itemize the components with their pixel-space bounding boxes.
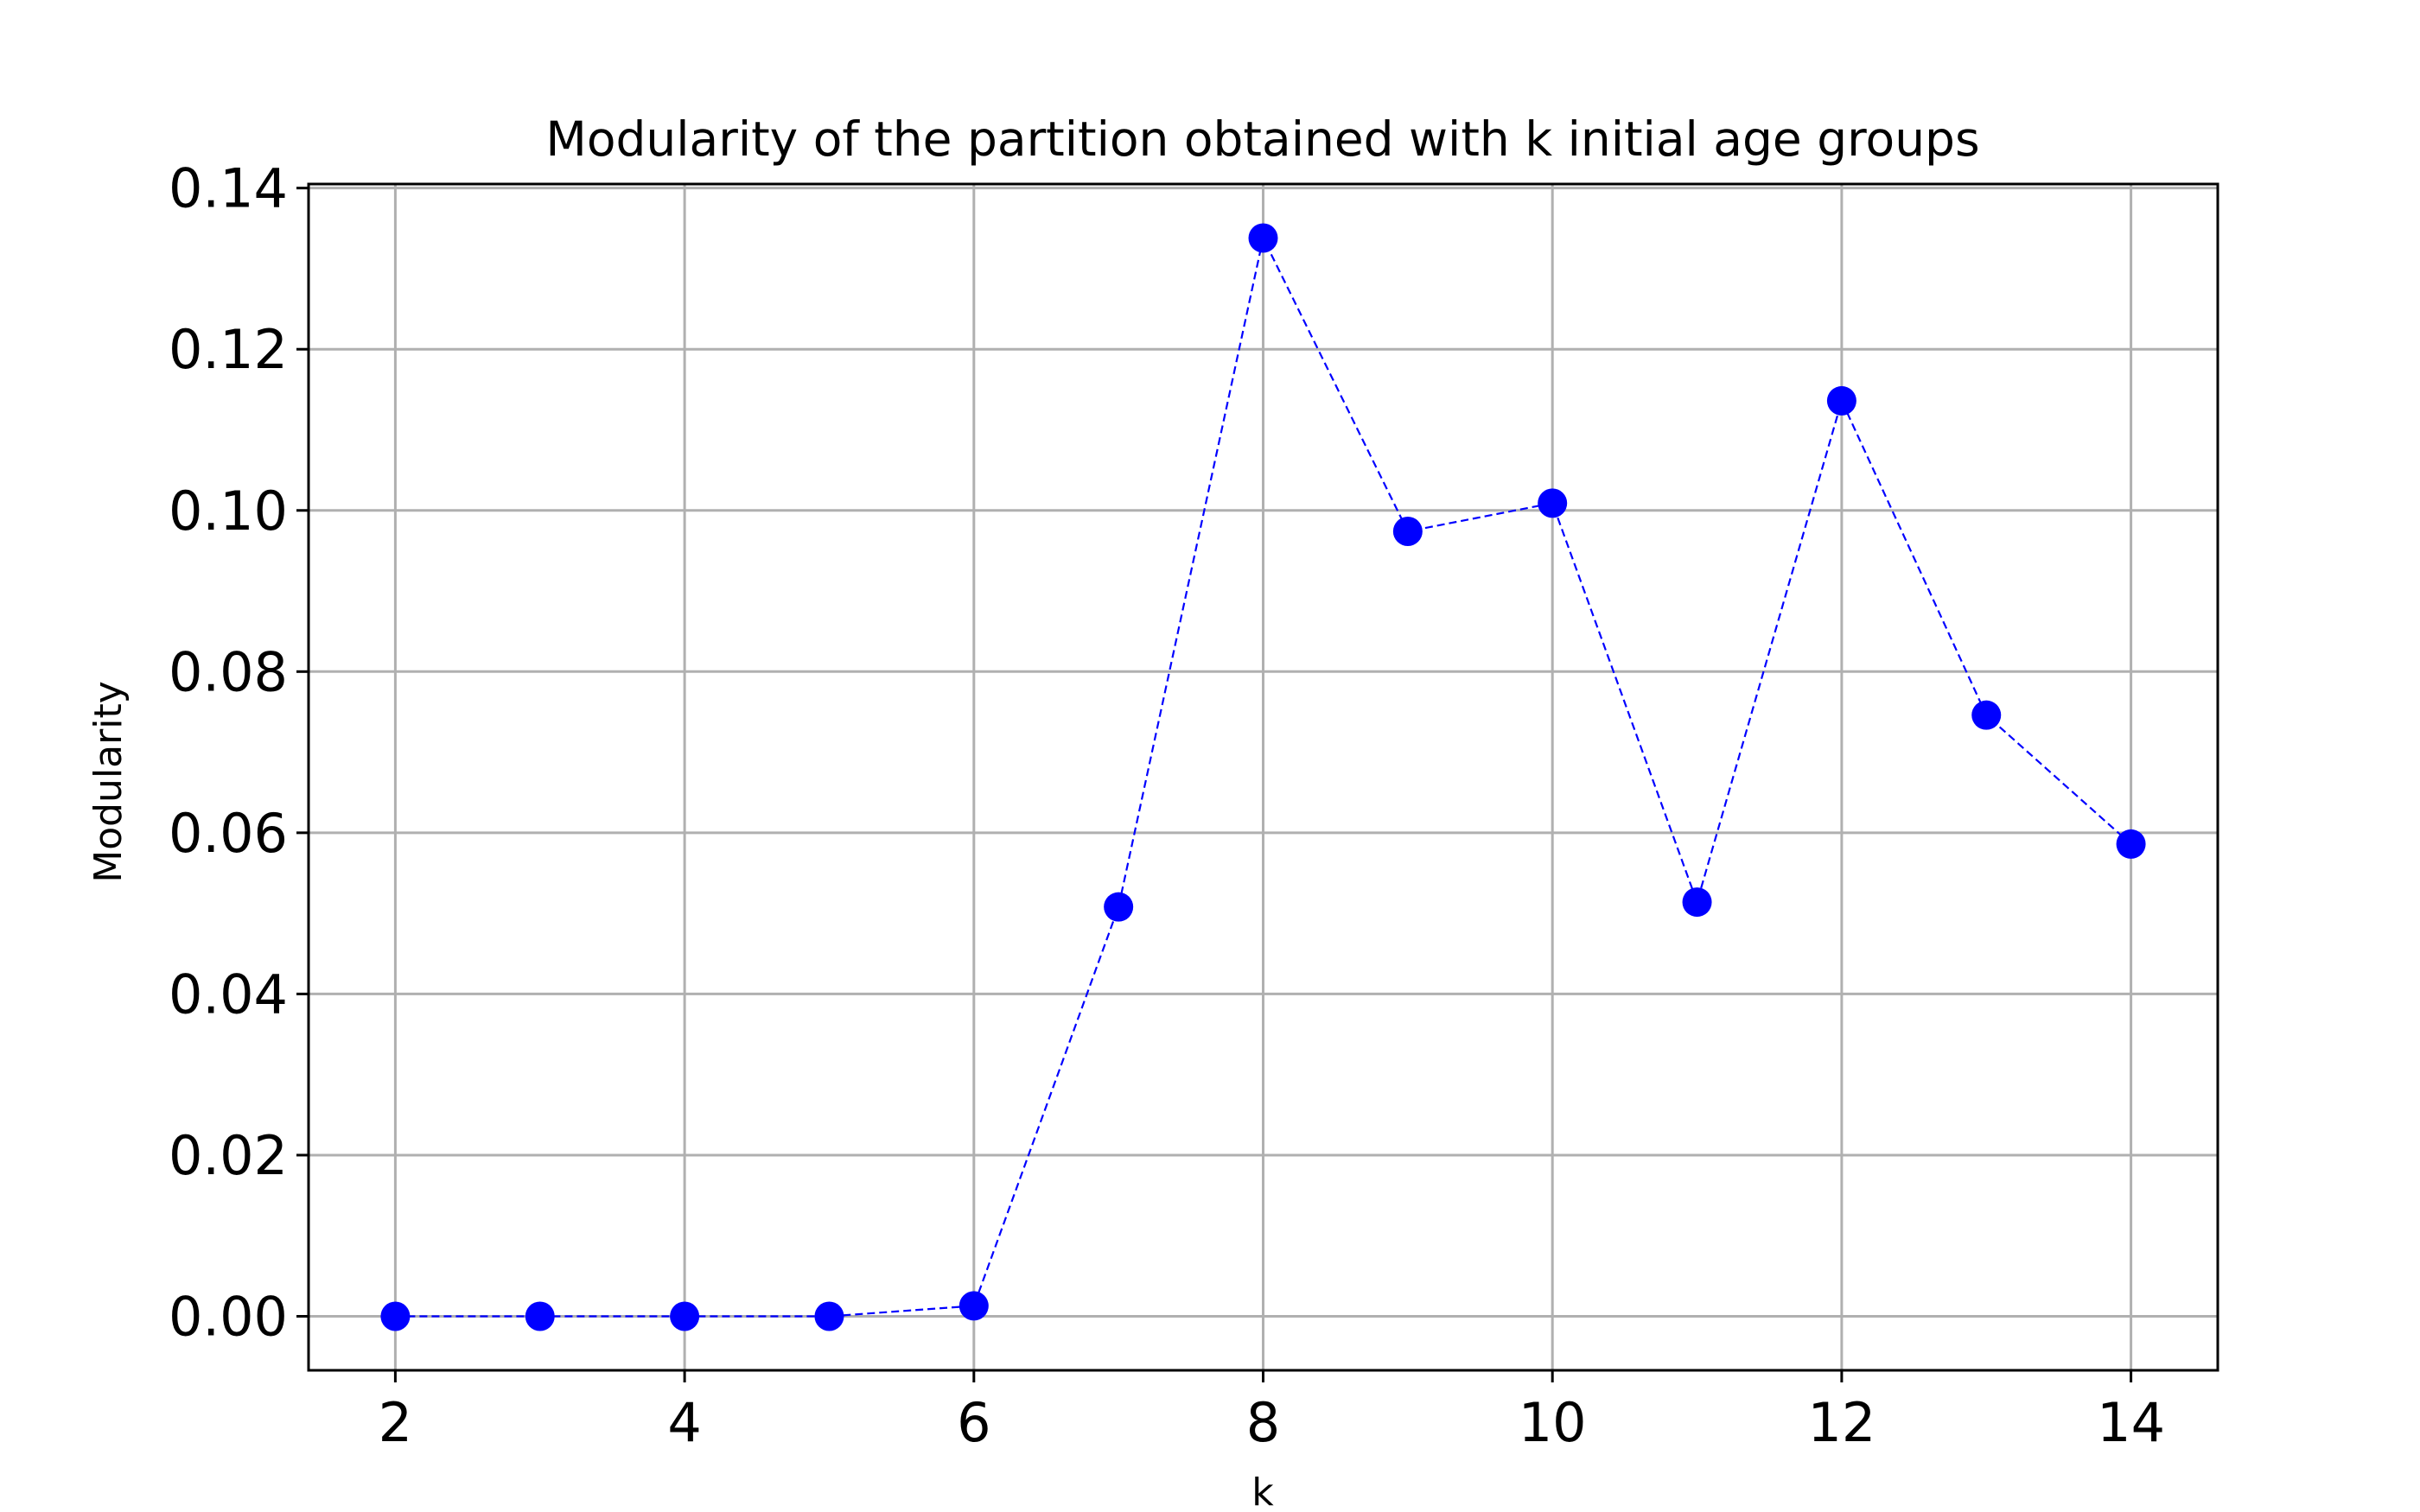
y-tick-label: 0.08 bbox=[169, 640, 288, 703]
data-point bbox=[1682, 887, 1712, 918]
data-point bbox=[1392, 517, 1423, 547]
data-point bbox=[814, 1301, 844, 1331]
data-point bbox=[525, 1301, 555, 1331]
y-tick-label: 0.06 bbox=[169, 802, 288, 865]
data-point bbox=[958, 1291, 989, 1321]
x-tick-label: 8 bbox=[1246, 1391, 1280, 1454]
chart-title: Modularity of the partition obtained wit… bbox=[545, 111, 1979, 167]
x-tick-label: 10 bbox=[1519, 1391, 1587, 1454]
y-tick-label: 0.00 bbox=[169, 1286, 288, 1349]
x-tick-label: 6 bbox=[957, 1391, 990, 1454]
x-axis-label: k bbox=[1251, 1471, 1274, 1512]
data-point bbox=[380, 1301, 411, 1331]
y-tick-label: 0.14 bbox=[169, 157, 288, 220]
data-point bbox=[670, 1301, 700, 1331]
grid-lines bbox=[309, 184, 2218, 1370]
y-tick-label: 0.04 bbox=[169, 962, 288, 1026]
data-point bbox=[1104, 892, 1134, 922]
x-tick-label: 14 bbox=[2097, 1391, 2165, 1454]
x-axis-ticks: 2 4 6 8 10 12 14 bbox=[379, 1370, 2165, 1454]
data-points bbox=[380, 223, 2146, 1331]
y-axis-ticks: 0.00 0.02 0.04 0.06 0.08 0.10 0.12 0.14 bbox=[169, 157, 309, 1349]
data-point bbox=[1248, 223, 1278, 253]
data-point bbox=[1826, 385, 1856, 416]
y-axis-label: Modularity bbox=[86, 681, 131, 883]
data-point bbox=[2116, 829, 2146, 859]
y-tick-label: 0.12 bbox=[169, 318, 288, 381]
data-point bbox=[1971, 700, 2002, 730]
y-tick-label: 0.10 bbox=[169, 480, 288, 543]
x-tick-label: 12 bbox=[1807, 1391, 1876, 1454]
y-tick-label: 0.02 bbox=[169, 1124, 288, 1187]
x-tick-label: 4 bbox=[667, 1391, 701, 1454]
x-tick-label: 2 bbox=[379, 1391, 412, 1454]
data-point bbox=[1538, 488, 1568, 518]
